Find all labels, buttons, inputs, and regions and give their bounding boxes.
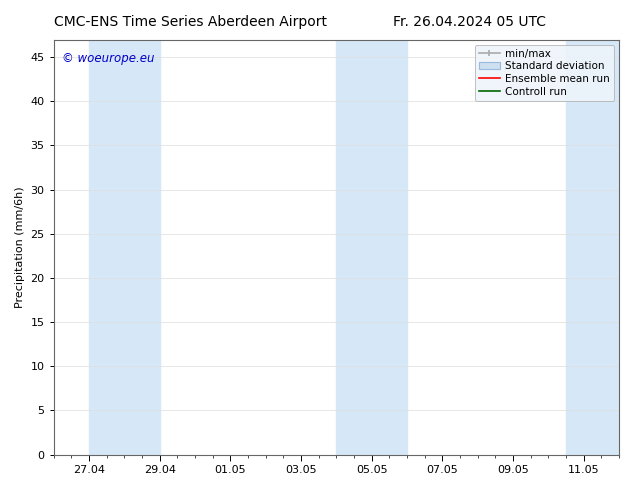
Text: CMC-ENS Time Series Aberdeen Airport: CMC-ENS Time Series Aberdeen Airport bbox=[54, 15, 327, 29]
Legend: min/max, Standard deviation, Ensemble mean run, Controll run: min/max, Standard deviation, Ensemble me… bbox=[475, 45, 614, 101]
Y-axis label: Precipitation (mm/6h): Precipitation (mm/6h) bbox=[15, 186, 25, 308]
Bar bbox=[337, 40, 407, 455]
Text: © woeurope.eu: © woeurope.eu bbox=[62, 52, 155, 65]
Bar bbox=[566, 40, 619, 455]
Text: Fr. 26.04.2024 05 UTC: Fr. 26.04.2024 05 UTC bbox=[392, 15, 546, 29]
Bar bbox=[89, 40, 160, 455]
